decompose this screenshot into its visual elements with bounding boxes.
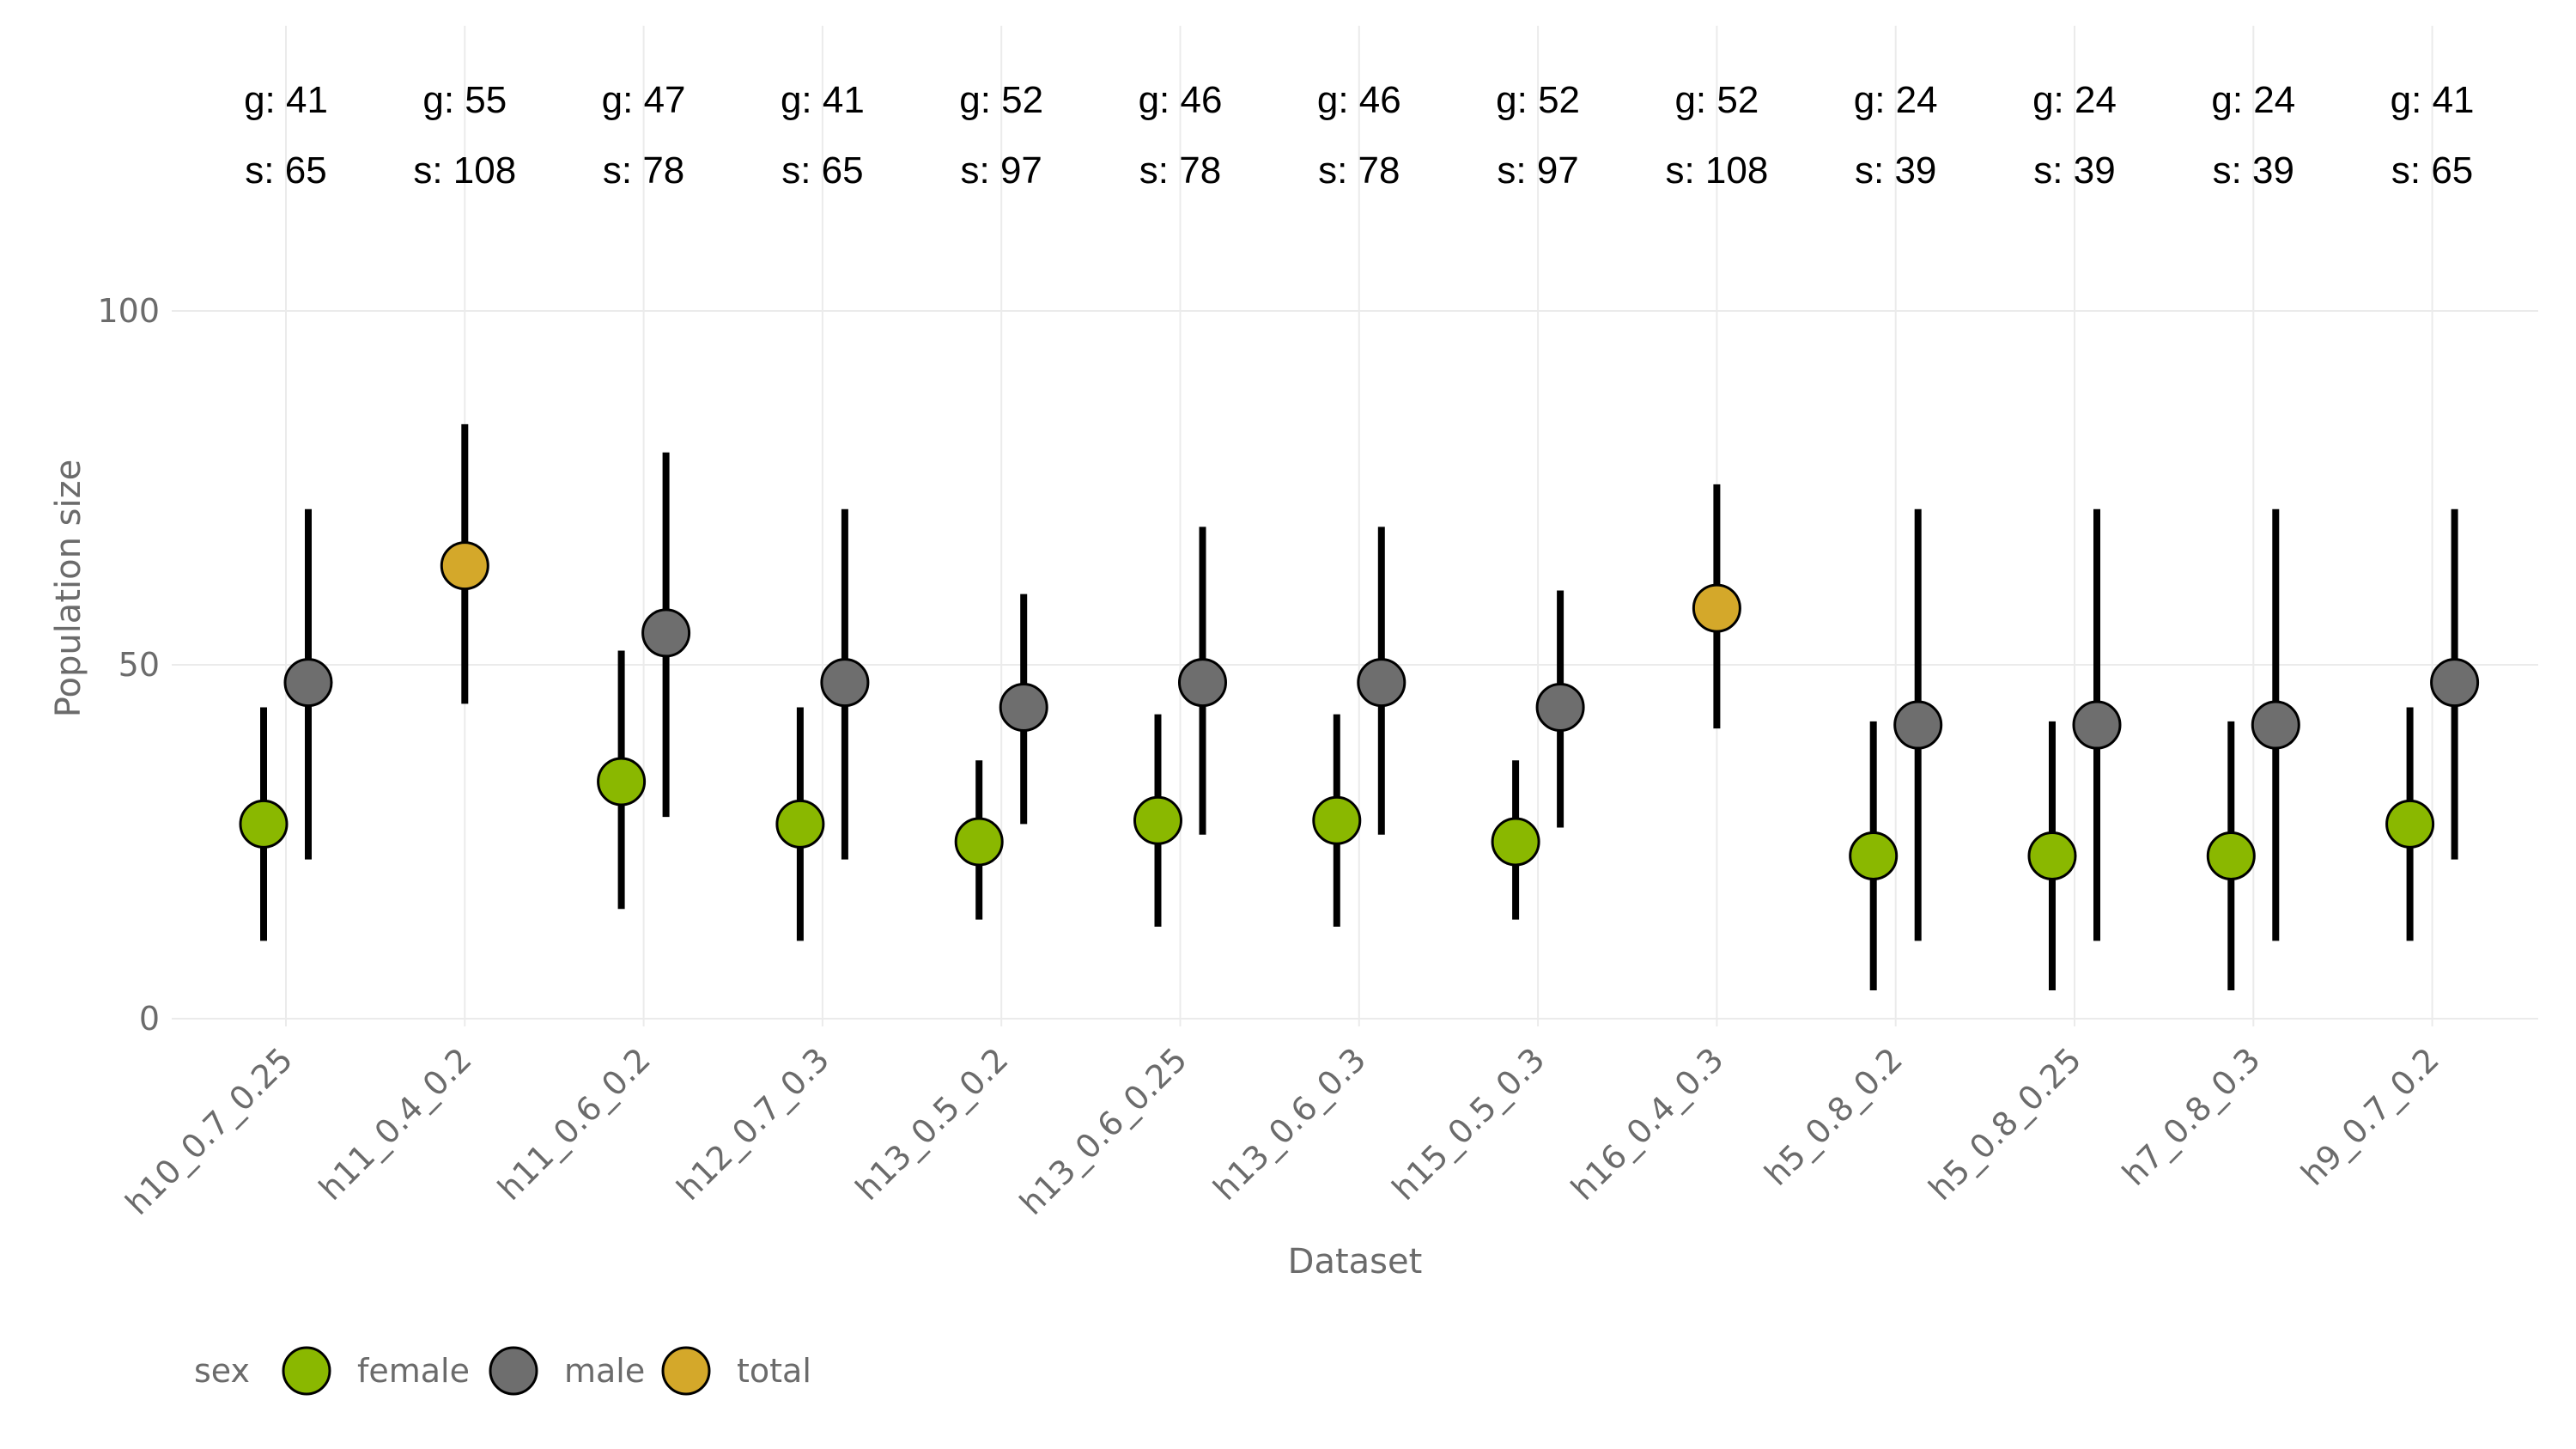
annotation-s: s: 78 (603, 149, 684, 192)
annotation-g: g: 24 (2032, 79, 2117, 121)
data-points (239, 541, 2480, 880)
x-tick-label: h13_0.6_0.25 (1012, 1040, 1194, 1222)
legend: sex female male total (194, 1346, 811, 1396)
legend-label-total: total (737, 1352, 811, 1390)
x-tick-label: h16_0.4_0.3 (1564, 1040, 1731, 1208)
annotation-g: g: 52 (1674, 79, 1759, 121)
x-tick-label: h11_0.6_0.2 (490, 1040, 658, 1208)
x-tick-label: h5_0.8_0.2 (1757, 1040, 1910, 1193)
point-male (283, 658, 333, 708)
annotation-s: s: 108 (1665, 149, 1768, 192)
point-female (1491, 817, 1540, 867)
point-female (2027, 831, 2077, 880)
x-axis-ticks: h10_0.7_0.25 h11_0.4_0.2 h11_0.6_0.2 h12_0.… (118, 1040, 2446, 1222)
annotation-g: g: 24 (2211, 79, 2295, 121)
x-tick-label: h12_0.7_0.3 (670, 1040, 837, 1208)
annotation-g: g: 52 (1496, 79, 1580, 121)
point-female (1133, 795, 1182, 845)
y-axis-ticks: 0 50 100 (97, 292, 160, 1038)
annotation-s: s: 65 (245, 149, 326, 192)
annotation-g: g: 41 (244, 79, 328, 121)
annotation-g: g: 52 (959, 79, 1043, 121)
annotation-s: s: 39 (1855, 149, 1936, 192)
annotation-s: s: 78 (1318, 149, 1400, 192)
legend-title: sex (194, 1352, 250, 1390)
annotation-s: s: 39 (2213, 149, 2294, 192)
annotation-s: s: 97 (961, 149, 1042, 192)
annotation-s: s: 39 (2033, 149, 2115, 192)
point-male (1357, 658, 1406, 708)
x-tick-label: h11_0.4_0.2 (312, 1040, 479, 1208)
legend-key-total (661, 1346, 711, 1396)
y-tick-label: 100 (97, 292, 160, 330)
x-tick-label: h15_0.5_0.3 (1385, 1040, 1552, 1208)
x-tick-label: h7_0.8_0.3 (2115, 1040, 2268, 1193)
annotation-s: s: 97 (1497, 149, 1578, 192)
y-axis-title: Population size (49, 460, 88, 717)
x-tick-label: h13_0.5_0.2 (848, 1040, 1016, 1208)
annotation-g: g: 41 (781, 79, 865, 121)
annotation-g: g: 55 (422, 79, 507, 121)
point-female (2206, 831, 2256, 880)
point-female (239, 799, 289, 849)
annotation-g: g: 41 (2391, 79, 2475, 121)
x-axis-title: Dataset (1288, 1242, 1423, 1282)
point-male (2430, 658, 2480, 708)
point-total (1692, 583, 1741, 633)
legend-key-male (489, 1346, 538, 1396)
point-male (2251, 700, 2300, 750)
point-male (820, 658, 870, 708)
y-tick-label: 0 (139, 1000, 160, 1038)
x-tick-label: h5_0.8_0.25 (1922, 1040, 2089, 1208)
point-male (1535, 682, 1585, 732)
point-female (954, 817, 1004, 867)
point-total (440, 541, 489, 591)
annotation-g: g: 47 (602, 79, 686, 121)
annotation-s: s: 108 (413, 149, 516, 192)
point-female (597, 757, 647, 807)
annotation-g: g: 24 (1854, 79, 1938, 121)
point-male (641, 608, 691, 658)
y-tick-label: 50 (118, 646, 160, 684)
annotation-s: s: 65 (2391, 149, 2473, 192)
annotation-s: s: 65 (781, 149, 863, 192)
annotation-s: s: 78 (1139, 149, 1221, 192)
point-male (1893, 700, 1943, 750)
annotation-g: g: 46 (1139, 79, 1223, 121)
point-female (1849, 831, 1899, 880)
x-tick-label: h10_0.7_0.25 (118, 1040, 301, 1222)
point-male (2072, 700, 2122, 750)
legend-label-male: male (564, 1352, 645, 1390)
annotation-g: g: 46 (1317, 79, 1401, 121)
x-tick-label: h9_0.7_0.2 (2293, 1040, 2446, 1193)
point-female (2385, 799, 2435, 849)
legend-key-female (282, 1346, 331, 1396)
x-tick-label: h13_0.6_0.3 (1206, 1040, 1373, 1208)
point-female (1312, 795, 1362, 845)
legend-label-female: female (357, 1352, 470, 1390)
count-annotations: g: 41 s: 65 g: 55 s: 108 g: 47 s: 78 g: 41 s: 6… (244, 79, 2474, 192)
point-male (1178, 658, 1227, 708)
point-male (999, 682, 1048, 732)
point-female (775, 799, 825, 849)
